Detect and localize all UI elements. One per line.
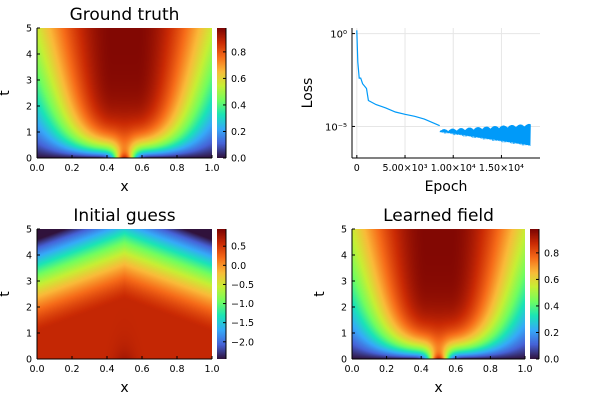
heatmap-panel: 0.0 0.2 0.4 0.6 0.8 1.0 0 1 2 3 4 5 Ground truth x t 0.… bbox=[0, 5, 246, 195]
colorbar-tick-label: 0.0 bbox=[231, 261, 246, 272]
y-tick-label: 2 bbox=[341, 303, 347, 314]
x-tick-label: 0 bbox=[354, 163, 360, 174]
heatmap-image bbox=[352, 229, 525, 359]
y-tick-label: 0 bbox=[341, 355, 347, 366]
heatmap-image bbox=[37, 28, 212, 158]
y-tick-label: 4 bbox=[26, 251, 32, 262]
y-tick-label: 0 bbox=[26, 154, 32, 165]
heatmap-panel: 0.0 0.2 0.4 0.6 0.8 1.0 0 1 2 3 4 5 Learned field x t 0… bbox=[312, 206, 559, 396]
y-tick-label: 4 bbox=[26, 50, 32, 61]
y-tick-label: 1 bbox=[26, 329, 32, 340]
x-tick-label: 1.0 bbox=[204, 364, 219, 375]
colorbar-tick-label: 0.2 bbox=[231, 127, 246, 138]
loss-oscillation bbox=[439, 123, 531, 147]
heatmap-panel: 0.0 0.2 0.4 0.6 0.8 1.0 0 1 2 3 4 5 Initial guess x t 0… bbox=[0, 206, 254, 396]
colorbar-tick-label: −1.0 bbox=[231, 299, 254, 310]
x-axis-label: Epoch bbox=[425, 179, 468, 195]
x-tick-label: 1.0 bbox=[517, 364, 532, 375]
y-tick-label: 2 bbox=[26, 303, 32, 314]
x-tick-label: 1.50×10⁴ bbox=[479, 163, 524, 174]
y-tick-label: 3 bbox=[26, 277, 32, 288]
x-tick-label: 0.0 bbox=[29, 364, 44, 375]
x-tick-label: 0.4 bbox=[414, 364, 429, 375]
loss-panel: 0 5.00×10³ 1.00×10⁴ 1.50×10⁴ 10⁰ 10⁻⁵ Epoch Los… bbox=[300, 28, 540, 195]
x-tick-label: 0.2 bbox=[379, 364, 394, 375]
chart-title: Learned field bbox=[383, 206, 494, 226]
y-tick-label: 4 bbox=[341, 251, 347, 262]
colorbar-tick-label: −2.0 bbox=[231, 337, 254, 348]
chart-title: Ground truth bbox=[70, 5, 180, 25]
colorbar-tick-label: 0.6 bbox=[231, 74, 246, 85]
x-axis-label: x bbox=[120, 179, 128, 195]
colorbar bbox=[217, 229, 226, 359]
x-tick-label: 0.0 bbox=[344, 364, 359, 375]
colorbar bbox=[217, 28, 226, 158]
colorbar-tick-label: −0.5 bbox=[231, 280, 254, 291]
colorbar-tick-label: 0.4 bbox=[544, 301, 559, 312]
y-tick-label: 1 bbox=[26, 128, 32, 139]
x-tick-label: 0.8 bbox=[169, 163, 184, 174]
y-tick-label: 3 bbox=[341, 277, 347, 288]
colorbar-tick-label: 0.5 bbox=[231, 242, 246, 253]
colorbar-tick-label: 0.4 bbox=[231, 100, 246, 111]
colorbar-tick-label: 0.8 bbox=[231, 47, 246, 58]
y-axis-label: t bbox=[0, 90, 13, 96]
y-axis-label: Loss bbox=[300, 78, 316, 109]
heatmap-image bbox=[37, 229, 212, 359]
x-axis-label: x bbox=[434, 380, 442, 396]
x-tick-label: 1.0 bbox=[204, 163, 219, 174]
x-tick-label: 0.6 bbox=[134, 364, 149, 375]
x-tick-label: 0.2 bbox=[64, 364, 79, 375]
y-tick-label: 2 bbox=[26, 102, 32, 113]
y-tick-label: 10⁻⁵ bbox=[325, 122, 347, 133]
y-tick-label: 1 bbox=[341, 329, 347, 340]
x-tick-label: 0.2 bbox=[64, 163, 79, 174]
y-tick-label: 5 bbox=[26, 225, 32, 236]
y-axis-label: t bbox=[312, 291, 328, 297]
y-axis-label: t bbox=[0, 291, 13, 297]
x-tick-label: 0.4 bbox=[99, 364, 114, 375]
y-tick-label: 5 bbox=[26, 24, 32, 35]
y-tick-label: 0 bbox=[26, 355, 32, 366]
colorbar-tick-label: 0.6 bbox=[544, 275, 559, 286]
colorbar-tick-label: 0.2 bbox=[544, 328, 559, 339]
x-tick-label: 0.6 bbox=[134, 163, 149, 174]
x-tick-label: 0.8 bbox=[483, 364, 498, 375]
colorbar-tick-label: −1.5 bbox=[231, 318, 254, 329]
x-axis-label: x bbox=[120, 380, 128, 396]
y-tick-label: 3 bbox=[26, 76, 32, 87]
loss-line bbox=[356, 30, 440, 127]
colorbar-tick-label: 0.8 bbox=[544, 248, 559, 259]
x-tick-label: 1.00×10⁴ bbox=[431, 163, 476, 174]
x-tick-label: 0.6 bbox=[448, 364, 463, 375]
x-tick-label: 0.4 bbox=[99, 163, 114, 174]
colorbar-tick-label: 0.0 bbox=[544, 355, 559, 366]
x-tick-label: 5.00×10³ bbox=[383, 163, 428, 174]
x-tick-label: 0.0 bbox=[29, 163, 44, 174]
colorbar bbox=[530, 229, 539, 359]
chart-title: Initial guess bbox=[73, 206, 175, 226]
colorbar-tick-label: 0.0 bbox=[231, 154, 246, 165]
y-tick-label: 10⁰ bbox=[330, 30, 347, 41]
y-tick-label: 5 bbox=[341, 225, 347, 236]
x-tick-label: 0.8 bbox=[169, 364, 184, 375]
